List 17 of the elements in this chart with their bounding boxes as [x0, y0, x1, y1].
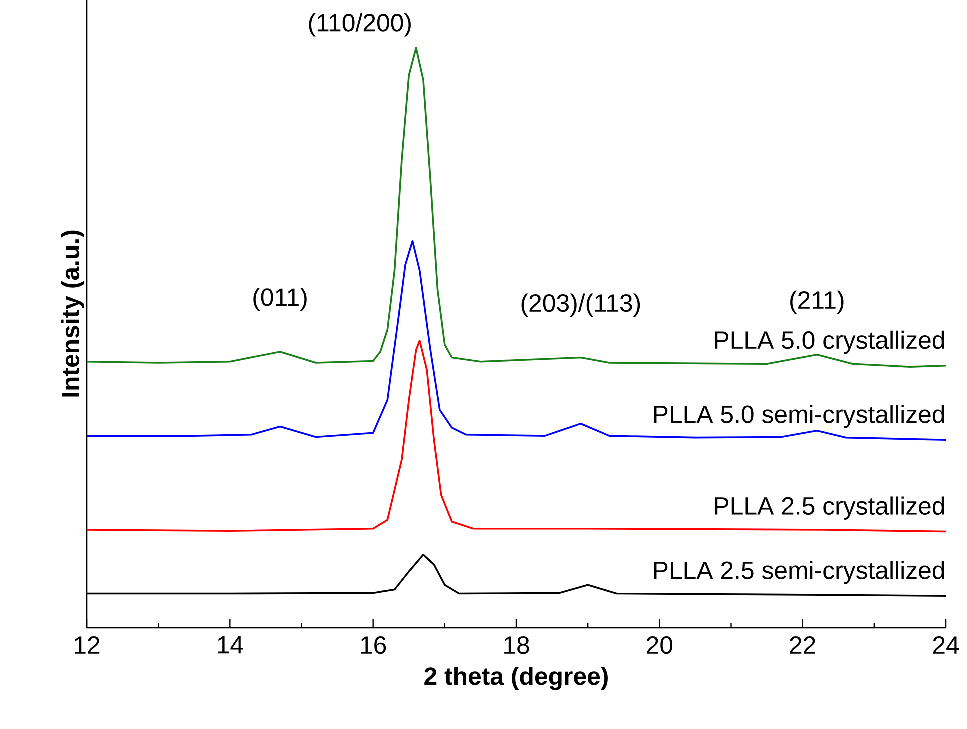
x-tick-label: 24	[933, 636, 960, 654]
annotation: (203)/(113)	[522, 294, 640, 317]
x-tick-label: 14	[218, 636, 244, 654]
annotation: (110/200)	[309, 14, 411, 37]
x-tick-label: 20	[647, 636, 673, 654]
x-tick-label: 12	[75, 636, 100, 654]
series-label: PLLA 2.5 crystallized	[715, 496, 944, 520]
x-tick-label: 18	[504, 636, 530, 654]
series-label: PLLA 5.0 semi-crystallized	[654, 405, 944, 428]
annotation: (011)	[254, 288, 307, 312]
y-axis-title: Intensity (a.u.)	[61, 230, 85, 397]
x-tick-label: 16	[361, 636, 386, 654]
x-axis-title: 2 theta (degree)	[424, 666, 608, 690]
annotation: (211)	[790, 290, 844, 314]
x-tick-label: 22	[790, 636, 816, 654]
series-label: PLLA 2.5 semi-crystallized	[654, 561, 944, 584]
series-label: PLLA 5.0 crystallized	[715, 330, 944, 354]
